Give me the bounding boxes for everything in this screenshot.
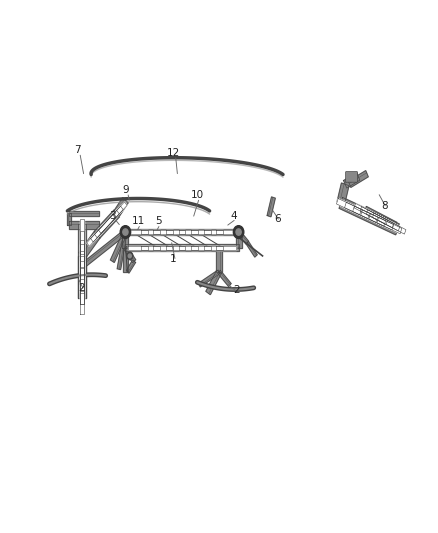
- Polygon shape: [236, 232, 242, 248]
- Polygon shape: [166, 246, 185, 249]
- Text: 2: 2: [78, 282, 85, 293]
- Polygon shape: [95, 206, 123, 238]
- Polygon shape: [117, 232, 127, 270]
- Polygon shape: [353, 206, 378, 222]
- Polygon shape: [153, 246, 173, 249]
- Polygon shape: [191, 230, 211, 234]
- Polygon shape: [79, 231, 100, 259]
- Text: 6: 6: [275, 214, 281, 224]
- Polygon shape: [80, 261, 84, 314]
- Circle shape: [120, 225, 131, 238]
- Polygon shape: [80, 240, 84, 293]
- Text: 7: 7: [74, 145, 81, 155]
- Polygon shape: [204, 246, 223, 249]
- Polygon shape: [80, 256, 84, 291]
- Polygon shape: [348, 171, 368, 188]
- Circle shape: [127, 252, 133, 260]
- Polygon shape: [80, 268, 84, 304]
- Polygon shape: [345, 203, 370, 219]
- Polygon shape: [126, 260, 135, 273]
- Polygon shape: [125, 245, 239, 252]
- Polygon shape: [369, 214, 394, 230]
- Polygon shape: [216, 230, 236, 234]
- Polygon shape: [69, 212, 99, 216]
- Polygon shape: [366, 210, 400, 231]
- Circle shape: [123, 229, 128, 235]
- Polygon shape: [91, 211, 119, 242]
- Polygon shape: [198, 270, 220, 287]
- Text: 5: 5: [155, 216, 161, 227]
- Polygon shape: [216, 248, 222, 272]
- Text: 11: 11: [132, 216, 145, 227]
- Polygon shape: [80, 244, 84, 279]
- Polygon shape: [377, 217, 402, 234]
- Polygon shape: [128, 246, 148, 249]
- Polygon shape: [114, 198, 128, 216]
- Polygon shape: [336, 198, 361, 215]
- Polygon shape: [166, 230, 185, 234]
- Polygon shape: [179, 246, 198, 249]
- Polygon shape: [267, 197, 276, 217]
- Polygon shape: [237, 231, 248, 244]
- Polygon shape: [204, 230, 223, 234]
- Polygon shape: [246, 241, 257, 257]
- Text: 12: 12: [167, 148, 180, 158]
- Text: 3: 3: [109, 211, 116, 221]
- Polygon shape: [206, 270, 221, 295]
- Polygon shape: [361, 210, 385, 226]
- Polygon shape: [125, 229, 239, 236]
- Polygon shape: [122, 232, 128, 248]
- Text: 4: 4: [231, 211, 237, 221]
- Circle shape: [128, 254, 131, 258]
- Circle shape: [233, 225, 244, 238]
- Polygon shape: [339, 197, 399, 235]
- Polygon shape: [191, 246, 211, 249]
- Polygon shape: [372, 213, 406, 234]
- Polygon shape: [141, 246, 160, 249]
- Polygon shape: [363, 206, 397, 231]
- Polygon shape: [337, 183, 349, 204]
- Polygon shape: [124, 246, 136, 263]
- Circle shape: [236, 229, 241, 235]
- Polygon shape: [81, 230, 127, 269]
- Polygon shape: [179, 230, 198, 234]
- Text: 10: 10: [191, 190, 204, 200]
- Polygon shape: [344, 173, 360, 188]
- Text: 1: 1: [170, 254, 177, 263]
- Polygon shape: [78, 224, 86, 298]
- Polygon shape: [95, 210, 119, 238]
- Polygon shape: [141, 230, 160, 234]
- Polygon shape: [153, 230, 173, 234]
- Polygon shape: [216, 246, 236, 249]
- Polygon shape: [67, 214, 71, 225]
- Polygon shape: [99, 202, 127, 233]
- Polygon shape: [80, 251, 84, 304]
- Polygon shape: [69, 221, 99, 229]
- FancyBboxPatch shape: [346, 172, 357, 182]
- Polygon shape: [87, 215, 115, 246]
- Polygon shape: [110, 231, 127, 262]
- Polygon shape: [128, 230, 148, 234]
- Polygon shape: [80, 219, 84, 254]
- Text: 8: 8: [381, 200, 388, 211]
- Text: 2: 2: [233, 285, 240, 295]
- Polygon shape: [80, 231, 84, 266]
- Text: 9: 9: [122, 184, 129, 195]
- Polygon shape: [354, 204, 388, 224]
- Polygon shape: [78, 256, 86, 298]
- Polygon shape: [123, 248, 127, 272]
- Polygon shape: [218, 270, 231, 287]
- Polygon shape: [360, 207, 394, 228]
